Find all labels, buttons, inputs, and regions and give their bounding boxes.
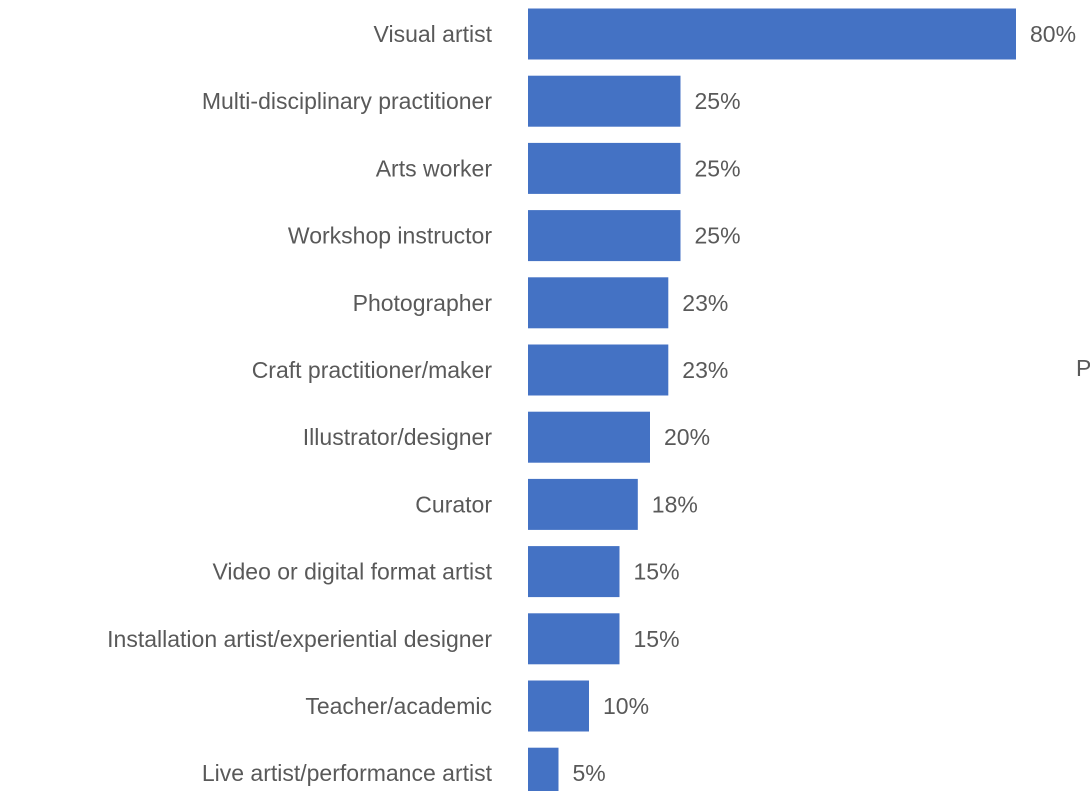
bar — [528, 277, 669, 329]
bar — [528, 344, 669, 396]
value-label: 23% — [682, 290, 728, 316]
value-label: 15% — [634, 559, 680, 585]
category-label: Arts worker — [376, 155, 493, 181]
bar — [528, 478, 638, 530]
category-label: Multi-disciplinary practitioner — [202, 88, 492, 114]
category-label: Workshop instructor — [288, 223, 492, 249]
value-label: 18% — [652, 491, 698, 517]
value-label: 15% — [634, 626, 680, 652]
category-label: Illustrator/designer — [303, 424, 493, 450]
value-label: 20% — [664, 424, 710, 450]
bar — [528, 747, 559, 791]
category-labels: Visual artist Multi-disciplinary practiti… — [107, 21, 492, 786]
bar — [528, 75, 681, 127]
category-label: Visual artist — [374, 21, 493, 47]
bar — [528, 680, 589, 732]
bar — [528, 613, 620, 665]
value-label: 80% — [1030, 21, 1076, 47]
bar — [528, 210, 681, 262]
value-label: 10% — [603, 693, 649, 719]
value-label: 5% — [573, 760, 606, 786]
bar — [528, 8, 1016, 60]
value-label: 25% — [695, 88, 741, 114]
bar — [528, 546, 620, 598]
value-label: 25% — [695, 223, 741, 249]
value-label: 23% — [682, 357, 728, 383]
category-label: Teacher/academic — [305, 693, 492, 719]
category-label: Live artist/performance artist — [202, 760, 493, 786]
category-label: Video or digital format artist — [212, 559, 492, 585]
bar — [528, 142, 681, 194]
category-label: Curator — [415, 491, 492, 517]
bars — [528, 8, 1016, 791]
category-label: Photographer — [353, 290, 493, 316]
category-label: Installation artist/experiential designe… — [107, 626, 492, 652]
value-label: 25% — [695, 155, 741, 181]
category-label: Craft practitioner/maker — [252, 357, 493, 383]
value-labels: 80% 25% 25% 25% 23% 23% 20% 18% 15% 15% 10% 5% — [573, 21, 1077, 786]
clipped-side-text: P — [1076, 355, 1090, 381]
bar — [528, 411, 650, 463]
